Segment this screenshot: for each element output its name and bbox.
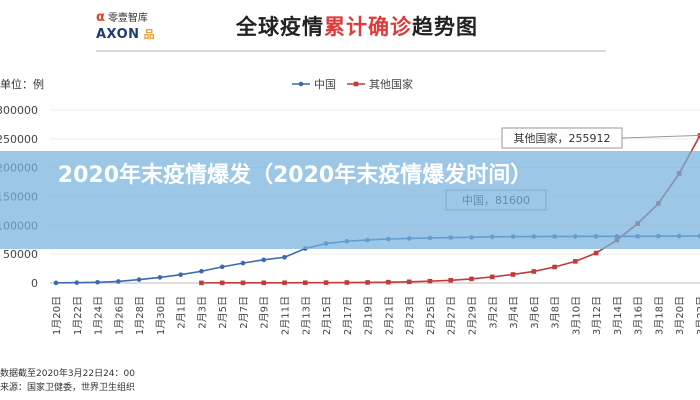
legend-marker	[298, 81, 304, 87]
legend-label: 中国	[314, 78, 336, 91]
y-tick-label: 300000	[0, 104, 38, 117]
data-point-others	[448, 277, 454, 283]
x-tick-label: 3月12日	[591, 296, 603, 335]
data-point-china	[74, 280, 80, 285]
x-tick-label: 2月11日	[280, 296, 292, 335]
x-tick-label: 2月23日	[404, 296, 416, 335]
y-tick-label: 250000	[0, 133, 38, 146]
data-point-others	[302, 280, 308, 286]
data-point-others	[489, 274, 495, 280]
x-tick-label: 2月17日	[342, 296, 354, 335]
x-tick-label: 3月18日	[653, 296, 665, 335]
data-point-others	[282, 280, 287, 286]
x-tick-label: 1月24日	[93, 296, 105, 335]
data-point-others	[552, 264, 557, 270]
data-point-others	[240, 280, 246, 286]
x-tick-label: 3月14日	[612, 296, 624, 335]
x-tick-label: 2月5日	[217, 296, 229, 329]
x-tick-label: 3月16日	[633, 296, 645, 335]
x-tick-label: 1月30日	[155, 296, 167, 335]
footer-date-note: 数据截至2020年3月22日24：00	[0, 369, 135, 379]
x-tick-label: 3月22日	[695, 296, 700, 335]
x-tick-label: 2月7日	[238, 296, 250, 329]
annotation-label-others: 其他国家，255912	[514, 131, 611, 145]
chart-title-part-1: 全球疫情	[236, 15, 324, 39]
x-tick-label: 2月25日	[425, 296, 437, 335]
data-point-others	[406, 279, 412, 285]
chart-title-part-3: 趋势图	[412, 15, 478, 39]
data-point-china	[95, 279, 100, 285]
brand-wordmark-text: AXON	[96, 27, 140, 42]
data-point-others	[365, 280, 370, 285]
brand-sub-icon: 品	[143, 28, 156, 41]
brand-wordmark: AXON 品	[96, 26, 155, 42]
x-tick-label: 3月8日	[550, 296, 562, 329]
x-tick-label: 3月20日	[674, 296, 686, 335]
x-tick-label: 1月28日	[134, 296, 146, 335]
chart-title: 全球疫情累计确诊趋势图	[236, 11, 478, 41]
footer-source: 来源：国家卫健委，世界卫生组织	[0, 383, 136, 393]
data-point-china	[199, 268, 204, 274]
data-point-others	[593, 250, 599, 256]
brand-logo: α 零壹智库	[96, 9, 148, 25]
x-tick-label: 2月1日	[176, 296, 188, 329]
x-tick-label: 1月22日	[72, 296, 84, 335]
x-tick-label: 2月21日	[383, 296, 395, 335]
chart-title-highlight: 累计确诊	[324, 15, 412, 39]
data-point-china	[178, 272, 183, 277]
data-point-others	[199, 280, 204, 286]
data-point-others	[573, 259, 578, 264]
data-point-others	[261, 280, 267, 286]
x-tick-label: 2月15日	[321, 296, 333, 335]
x-tick-label: 2月9日	[259, 296, 271, 329]
x-tick-label: 1月20日	[51, 296, 63, 335]
header: α 零壹智库 AXON 品 全球疫情累计确诊趋势图	[0, 0, 700, 52]
data-point-china	[53, 280, 59, 286]
data-point-china	[219, 264, 225, 270]
data-point-china	[136, 277, 142, 282]
unit-label: 单位：例	[0, 78, 44, 91]
x-tick-label: 2月29日	[466, 296, 478, 335]
annotation-leader-others	[621, 134, 700, 139]
data-point-others	[427, 278, 433, 284]
data-point-others	[531, 269, 537, 274]
x-tick-label: 3月4日	[508, 296, 520, 329]
data-point-china	[157, 275, 163, 280]
y-tick-label: 0	[31, 277, 38, 290]
data-point-china	[240, 260, 246, 266]
x-tick-label: 2月27日	[446, 296, 458, 335]
x-tick-label: 3月10日	[570, 296, 582, 335]
data-point-others	[510, 272, 516, 277]
title-divider	[96, 50, 606, 52]
brand-mark-icon: α	[96, 10, 105, 25]
brand-name: 零壹智库	[107, 13, 148, 24]
legend-label: 其他国家	[369, 77, 413, 91]
data-point-others	[344, 280, 350, 285]
y-tick-label: 50000	[3, 248, 38, 261]
data-point-china	[261, 257, 267, 263]
overlay-banner-text: 2020年末疫情爆发（2020年末疫情爆发时间）	[57, 163, 533, 188]
x-tick-label: 2月19日	[363, 296, 375, 335]
data-point-others	[469, 276, 474, 282]
data-point-china	[116, 279, 121, 284]
x-tick-label: 2月13日	[300, 296, 312, 335]
x-tick-label: 2月3日	[196, 296, 208, 329]
data-point-others	[219, 280, 225, 286]
x-tick-label: 1月26日	[113, 296, 125, 335]
x-tick-label: 3月2日	[487, 296, 499, 329]
data-point-others	[386, 279, 391, 285]
data-point-others	[323, 280, 329, 285]
legend-marker	[353, 81, 359, 87]
data-point-china	[282, 254, 287, 260]
x-tick-label: 3月6日	[529, 296, 541, 329]
overlay-banner	[0, 151, 700, 249]
